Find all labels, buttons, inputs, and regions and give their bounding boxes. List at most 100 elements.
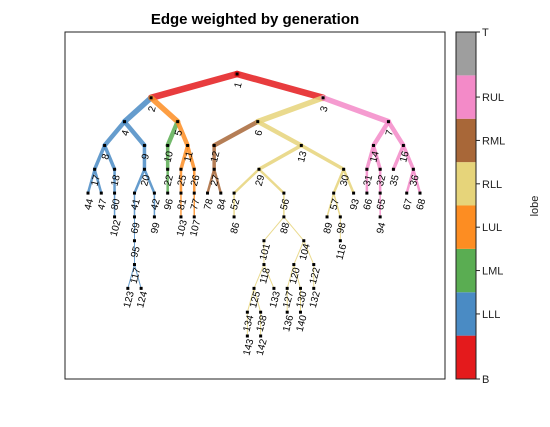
edge-16-36 — [401, 143, 416, 172]
node-117 — [132, 263, 136, 267]
node-label-69: 69 — [129, 221, 143, 235]
edge-30-93 — [342, 168, 355, 195]
edge-29-56 — [257, 168, 286, 195]
edge-57-89 — [326, 192, 335, 218]
edge-2-5 — [148, 95, 181, 125]
colorbar-tick-label-lml: LML — [482, 266, 503, 278]
node-label-142: 142 — [255, 337, 270, 356]
node-138 — [259, 310, 263, 314]
colorbar-frame — [455, 31, 477, 380]
edge-3-6 — [254, 95, 326, 125]
node-57 — [332, 191, 336, 195]
colorbar-band-lll — [456, 292, 476, 336]
node-label-16: 16 — [398, 150, 412, 164]
node-104 — [302, 239, 306, 243]
node-label-140: 140 — [295, 314, 310, 333]
colorbar-ticks: B LLL LML LUL RLL RML RUL T — [476, 27, 505, 386]
edge-120-127 — [286, 264, 295, 289]
node-14 — [372, 143, 376, 147]
edge-30-57 — [332, 168, 345, 195]
node-118 — [262, 263, 266, 267]
node-label-94: 94 — [375, 221, 389, 235]
node-84 — [219, 191, 223, 195]
node-136 — [285, 310, 289, 314]
node-142 — [259, 334, 263, 338]
node-16 — [401, 143, 405, 147]
node-27 — [212, 167, 216, 171]
colorbar-band-t — [456, 32, 476, 76]
node-98 — [338, 215, 342, 219]
node-81 — [179, 191, 183, 195]
node-label-102: 102 — [109, 218, 124, 237]
node-89 — [325, 215, 329, 219]
edge-3-7 — [320, 95, 392, 125]
node-22 — [166, 167, 170, 171]
node-3 — [321, 96, 325, 100]
node-label-125: 125 — [248, 290, 263, 309]
node-label-20: 20 — [139, 173, 153, 187]
node-67 — [405, 191, 409, 195]
edge-118-125 — [253, 264, 265, 289]
node-label-134: 134 — [241, 314, 256, 333]
node-label-81: 81 — [176, 197, 190, 211]
node-label-2: 2 — [147, 105, 159, 114]
node-11 — [186, 143, 190, 147]
node-56 — [282, 191, 286, 195]
node-label-42: 42 — [149, 197, 163, 211]
edge-8-17 — [92, 143, 107, 172]
node-20 — [142, 167, 146, 171]
node-label-118: 118 — [258, 266, 273, 285]
node-69 — [132, 215, 136, 219]
node-52 — [232, 191, 236, 195]
edge-125-134 — [246, 287, 255, 313]
node-label-36: 36 — [408, 173, 422, 187]
edge-6-12 — [211, 119, 260, 148]
node-9 — [142, 143, 146, 147]
node-44 — [86, 191, 90, 195]
colorbar-tick-label-rml: RML — [482, 135, 505, 147]
node-140 — [298, 310, 302, 314]
node-label-116: 116 — [335, 243, 350, 262]
node-label-143: 143 — [241, 337, 256, 356]
edge-1-3 — [233, 70, 327, 102]
node-143 — [245, 334, 249, 338]
node-95 — [132, 239, 136, 243]
node-label-4: 4 — [120, 128, 132, 137]
edge-57-98 — [332, 192, 342, 218]
edge-8-18 — [102, 143, 117, 172]
node-8 — [103, 143, 107, 147]
edge-88-104 — [283, 216, 305, 242]
edge-16-35 — [391, 143, 406, 172]
node-65 — [378, 191, 382, 195]
node-label-1: 1 — [233, 81, 245, 90]
edge-1-2 — [147, 70, 241, 102]
node-label-120: 120 — [288, 266, 303, 285]
node-107 — [192, 215, 196, 219]
node-134 — [245, 310, 249, 314]
colorbar-tick-label-lul: LUL — [482, 222, 502, 234]
edge-7-16 — [386, 119, 406, 148]
node-label-136: 136 — [281, 314, 296, 333]
edge-11-25 — [179, 143, 190, 172]
node-78 — [206, 191, 210, 195]
node-label-122: 122 — [308, 266, 323, 285]
edge-7-14 — [371, 119, 391, 148]
node-label-132: 132 — [308, 290, 323, 309]
node-label-32: 32 — [375, 173, 389, 187]
edge-20-42 — [143, 168, 156, 195]
node-96 — [166, 191, 170, 195]
node-label-130: 130 — [295, 290, 310, 309]
node-125 — [252, 286, 256, 290]
node-label-80: 80 — [109, 197, 123, 211]
node-13 — [299, 143, 303, 147]
edge-17-47 — [93, 168, 103, 195]
node-label-84: 84 — [216, 197, 230, 211]
node-label-96: 96 — [163, 197, 177, 211]
node-label-56: 56 — [279, 197, 293, 211]
node-label-67: 67 — [402, 197, 416, 211]
edge-5-10 — [165, 119, 180, 148]
edge-4-9 — [122, 119, 147, 148]
edge-13-29 — [257, 143, 304, 172]
node-127 — [285, 286, 289, 290]
node-label-8: 8 — [100, 152, 112, 161]
